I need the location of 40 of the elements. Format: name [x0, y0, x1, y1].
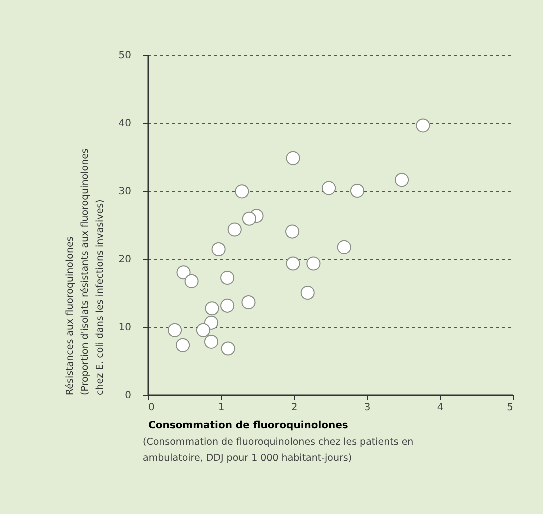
x-tick-label: 5 — [507, 402, 514, 414]
point — [350, 184, 365, 198]
x-tick-label: 4 — [437, 402, 444, 414]
point — [337, 240, 352, 254]
x-axis-title: Consommation de fluoroquinolones — [148, 420, 348, 432]
point — [306, 256, 321, 271]
point — [221, 342, 236, 356]
point — [242, 212, 256, 226]
point — [228, 222, 242, 237]
point — [205, 302, 220, 316]
point — [168, 323, 182, 338]
point — [286, 256, 300, 271]
point — [300, 286, 315, 300]
x-tick-label: 1 — [218, 402, 225, 414]
text: (Consommation de fluoroquinolones chez les patients en ambulatoire, DDJ pour 1 000 habitant-jours) — [143, 437, 414, 464]
point — [395, 173, 410, 188]
point — [176, 338, 190, 352]
y-tick-label: 20 — [118, 254, 132, 266]
y-axis-title: Résistances aux fluoroquinolones (Proportion d'isolats résistants aux fluoroquinolones chez E. coli dans les infections invasives) — [64, 148, 106, 396]
y-tick-label: 30 — [118, 186, 132, 198]
point — [196, 323, 210, 338]
point — [286, 151, 300, 166]
point — [322, 181, 336, 196]
point — [184, 274, 199, 288]
x-tick-label: 2 — [291, 402, 298, 414]
point — [416, 118, 430, 133]
y-tick-label: 10 — [118, 322, 132, 334]
point — [212, 242, 226, 256]
x-tick-label: 0 — [148, 402, 155, 414]
point — [220, 298, 235, 313]
point — [176, 266, 191, 280]
y-tick-label: 50 — [118, 50, 132, 62]
point — [204, 334, 219, 349]
y-tick-label: 0 — [125, 390, 132, 402]
point — [220, 271, 235, 286]
y-tick-label: 40 — [118, 118, 132, 130]
point — [286, 224, 300, 239]
point — [235, 184, 250, 199]
x-tick-label: 3 — [364, 402, 371, 414]
point — [242, 296, 256, 310]
